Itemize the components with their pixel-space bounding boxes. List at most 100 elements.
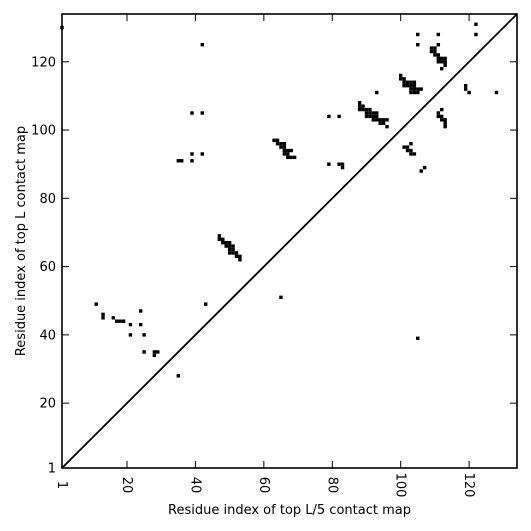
contact-point — [101, 316, 105, 320]
contact-point — [286, 148, 290, 153]
contact-point — [275, 142, 280, 146]
contact-point — [340, 165, 345, 170]
contact-point — [440, 107, 444, 112]
contact-point — [467, 90, 471, 95]
contact-point — [203, 302, 208, 306]
contact-point — [121, 319, 126, 323]
contact-point — [412, 90, 417, 95]
contact-point — [200, 152, 204, 156]
contact-point — [282, 152, 287, 156]
x-tick-label: 1 — [54, 481, 69, 489]
contact-point — [409, 152, 413, 156]
contact-point — [368, 114, 372, 119]
contact-point — [405, 145, 410, 149]
contact-point — [402, 77, 406, 81]
contact-point — [416, 90, 420, 95]
contact-point — [289, 148, 293, 153]
contact-point — [409, 142, 413, 146]
contact-point — [429, 46, 434, 50]
contact-point — [429, 49, 434, 54]
contact-point — [371, 118, 376, 122]
contact-point — [224, 244, 228, 248]
contact-point — [364, 111, 369, 115]
contact-point — [176, 374, 181, 378]
contact-point — [440, 56, 444, 61]
contact-point — [272, 138, 276, 142]
contact-point — [412, 80, 417, 84]
contact-point — [443, 63, 447, 67]
contact-point — [368, 107, 372, 112]
contact-point — [231, 247, 235, 252]
contact-point — [436, 32, 441, 37]
contact-point — [361, 107, 365, 112]
contact-point — [375, 118, 379, 122]
y-tick-label: 40 — [39, 328, 56, 343]
contact-point — [238, 258, 242, 262]
contact-point — [381, 118, 386, 122]
contact-point — [227, 244, 232, 248]
contact-point — [200, 111, 204, 115]
x-tick-label: 40 — [187, 477, 202, 494]
contact-point — [190, 111, 194, 115]
contact-point — [474, 32, 478, 37]
plot-frame — [61, 13, 518, 469]
contact-point — [436, 43, 441, 47]
contact-point — [405, 80, 410, 84]
x-axis-title: Residue index of top L/5 contact map — [168, 503, 411, 518]
contact-point — [118, 319, 122, 323]
contact-point — [361, 104, 365, 108]
contact-point — [221, 237, 225, 241]
contact-point — [433, 53, 437, 57]
contact-point — [405, 83, 410, 88]
contact-point — [279, 142, 283, 146]
contact-point — [409, 87, 413, 91]
contact-point — [409, 148, 413, 153]
x-tick-label: 100 — [393, 473, 408, 498]
x-tick-label: 20 — [119, 477, 134, 494]
y-tick-label: 120 — [31, 55, 56, 70]
contact-point — [111, 316, 116, 320]
contact-point — [128, 333, 133, 337]
contact-point — [416, 43, 420, 47]
contact-point — [436, 53, 441, 57]
contact-point — [357, 101, 362, 105]
contact-point — [138, 322, 143, 327]
contact-point — [375, 90, 379, 95]
x-tick-label: 120 — [461, 473, 476, 498]
contact-point — [142, 333, 146, 337]
contact-point — [289, 155, 293, 160]
contact-point — [443, 121, 447, 125]
contact-point — [286, 152, 290, 156]
contact-point — [156, 350, 160, 354]
contact-point — [378, 121, 382, 125]
contact-point — [443, 60, 447, 64]
contact-point — [398, 73, 403, 78]
contact-point — [416, 87, 420, 91]
contact-point — [176, 159, 181, 163]
contact-point — [443, 124, 447, 129]
contact-point — [282, 145, 287, 149]
contact-point — [416, 336, 420, 340]
contact-point — [419, 87, 423, 91]
contact-point — [128, 322, 133, 327]
contact-point — [227, 251, 232, 255]
contact-point — [402, 80, 406, 84]
contact-point — [385, 124, 389, 129]
contact-point — [409, 80, 413, 84]
contact-point — [381, 121, 386, 125]
contact-point — [357, 107, 362, 112]
contact-point — [368, 111, 372, 115]
contact-point — [221, 241, 225, 245]
contact-point — [375, 111, 379, 115]
contact-point — [282, 148, 287, 153]
contact-point — [337, 162, 341, 166]
contact-point — [402, 83, 406, 88]
contact-point — [440, 60, 444, 64]
contact-point — [412, 152, 417, 156]
contact-point — [364, 107, 369, 112]
contact-point — [419, 169, 423, 173]
points-layer — [60, 22, 499, 378]
contact-point — [412, 87, 417, 91]
